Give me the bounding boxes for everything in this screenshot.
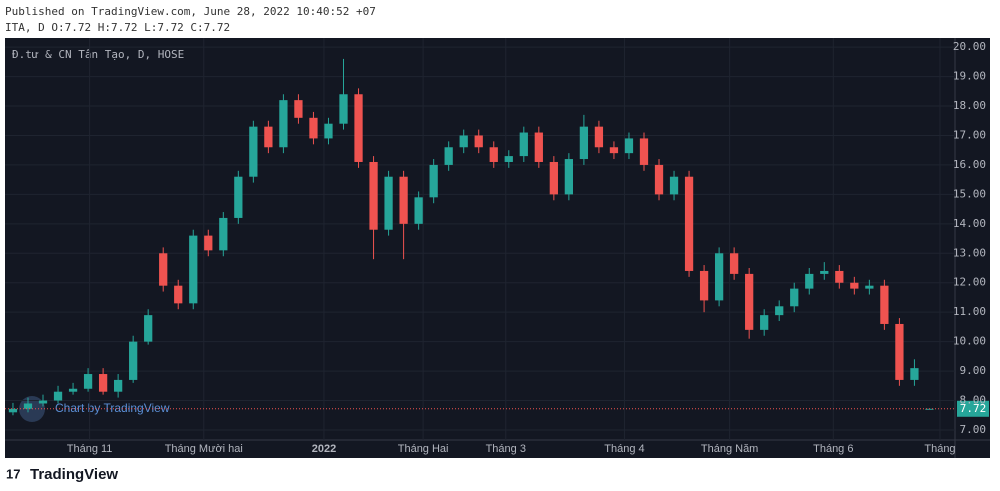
candle-body [684, 176, 694, 271]
candle-body [714, 253, 724, 301]
x-tick-label: Tháng 3 [486, 443, 526, 455]
candle-body [68, 388, 78, 392]
candle-body [624, 138, 634, 154]
candle-body [8, 408, 18, 413]
candle-body [895, 323, 904, 380]
candle-body [594, 126, 604, 148]
candle-body [83, 374, 93, 389]
y-tick-label: 7.00 [960, 423, 987, 436]
candle-body [745, 273, 754, 330]
chart-title: Đ.tư & CN Tân Tạo, D, HOSE [12, 48, 184, 61]
candle-body [309, 117, 318, 139]
candle-body [805, 273, 814, 289]
candle-body [204, 235, 213, 251]
y-tick-label: 16.00 [953, 158, 986, 171]
candle-body [234, 176, 243, 218]
candle-body [279, 100, 288, 148]
brand-logo: 17 [6, 466, 20, 481]
candle-body [159, 253, 168, 286]
candle-body [369, 161, 378, 230]
candle-body [835, 270, 844, 283]
candle-body [639, 138, 649, 165]
panel [5, 38, 990, 458]
y-tick-label: 14.00 [953, 217, 986, 230]
candle-body [669, 176, 679, 195]
candle-body [609, 147, 619, 154]
candle-body [38, 400, 48, 404]
candle-body [504, 156, 513, 162]
y-tick-label: 13.00 [953, 246, 986, 259]
candle-body [880, 285, 889, 324]
last-price-label: 7.72 [960, 402, 987, 415]
candle-body [174, 285, 183, 304]
x-tick-label: Tháng 11 [67, 443, 113, 455]
candle-body [444, 147, 453, 165]
candle-body [865, 285, 874, 289]
candle-body [534, 132, 543, 162]
y-tick-label: 20.00 [953, 40, 986, 53]
candle-body [850, 282, 859, 289]
y-tick-label: 18.00 [953, 99, 986, 112]
ohlc: ITA, D O:7.72 H:7.72 L:7.72 C:7.72 [5, 21, 230, 34]
candle-body [144, 315, 153, 342]
candle-body [264, 126, 273, 148]
candle-body [114, 379, 123, 392]
last-price-tag [957, 400, 989, 417]
published: Published on TradingView.com, June 28, 2… [5, 5, 376, 18]
candle-body [189, 235, 198, 304]
candle-body [98, 374, 108, 392]
candle-body [354, 94, 363, 162]
y-tick-label: 11.00 [953, 305, 986, 318]
candle-body [489, 147, 498, 162]
candle-body [654, 164, 664, 195]
brand: TradingView [30, 466, 118, 483]
candle-body [459, 135, 468, 148]
candle-body [730, 253, 739, 274]
candle-body [820, 270, 829, 274]
candle-body [579, 126, 589, 160]
candle-body [775, 306, 784, 316]
candle-body [429, 164, 438, 198]
candle-body [53, 391, 63, 401]
candle-body [324, 123, 333, 139]
candle-body [699, 270, 709, 301]
y-tick-label: 17.00 [953, 128, 986, 141]
candle-body [564, 159, 574, 195]
candle-body [23, 403, 33, 409]
candle-body [339, 94, 348, 124]
y-tick-label: 8.00 [960, 394, 987, 407]
y-tick-label: 19.00 [953, 70, 986, 83]
candle-body [790, 288, 799, 307]
watermark: Chart by TradingView [55, 401, 170, 415]
y-tick-label: 12.00 [953, 276, 986, 289]
candle-body [219, 217, 228, 251]
candle-body [549, 161, 558, 195]
candle-body [399, 176, 408, 224]
x-tick-label: Tháng Hai [398, 443, 449, 455]
x-tick-label: Tháng 6 [813, 443, 853, 455]
candle-body [519, 132, 528, 157]
x-tick-label: Tháng 4 [604, 443, 644, 455]
y-tick-label: 9.00 [960, 364, 987, 377]
x-tick-label: Tháng [924, 443, 955, 455]
candle-body [760, 315, 769, 330]
candle-body [294, 100, 303, 118]
candle-body [249, 126, 258, 177]
candle-body [414, 197, 423, 224]
candle-body [474, 135, 483, 148]
y-tick-label: 15.00 [953, 187, 986, 200]
x-tick-label: Tháng Năm [701, 443, 758, 455]
candle-body [910, 368, 919, 380]
x-tick-label: 2022 [312, 443, 336, 455]
candle-body [384, 176, 393, 230]
y-tick-label: 10.00 [953, 335, 986, 348]
x-tick-label: Tháng Mười hai [165, 443, 243, 455]
candle-body [129, 341, 138, 380]
